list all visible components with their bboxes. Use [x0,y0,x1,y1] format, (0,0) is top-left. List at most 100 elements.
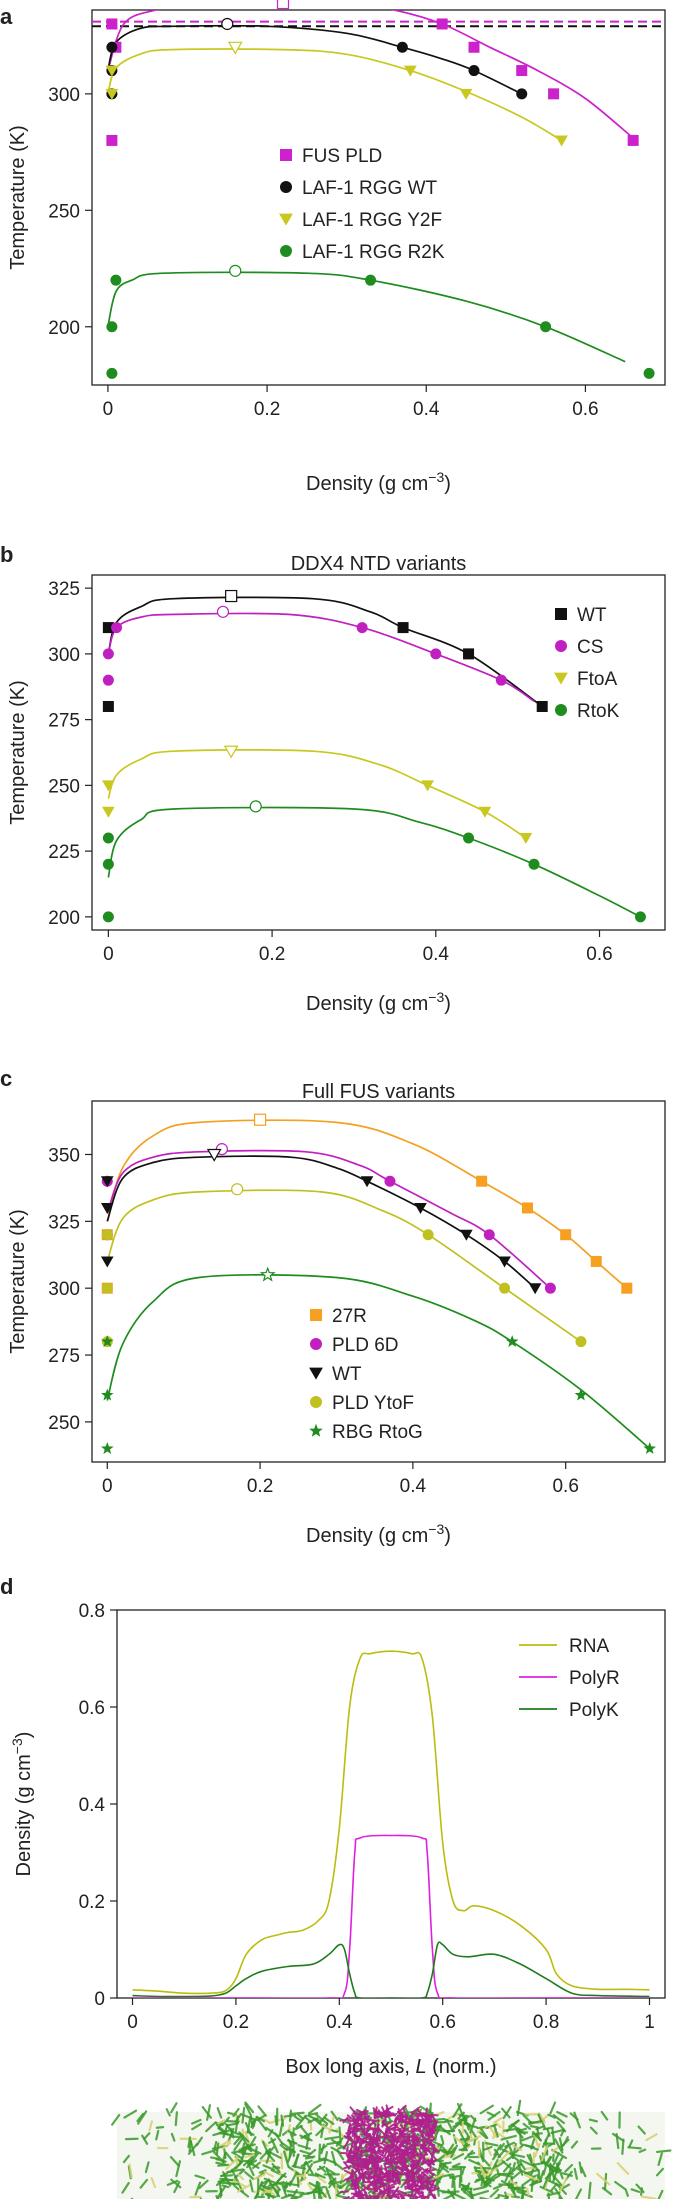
snapshot-core-strand [346,2176,351,2183]
x-tick-label: 0.8 [533,2012,559,2033]
snapshot-core-strand [389,2149,396,2157]
snapshot-core-strand [361,2129,366,2137]
snapshot-strand [471,2189,490,2197]
snapshot-strand [628,2139,634,2149]
snapshot-core-strand [354,2194,362,2198]
snapshot-strand [657,2152,663,2167]
snapshot-core-strand [372,2184,382,2195]
data-point [102,648,114,660]
snapshot-strand [542,2165,547,2176]
snapshot-strand [437,2189,449,2194]
snapshot-core-strand [372,2174,376,2183]
snapshot-core-strand [419,2141,427,2150]
data-point [102,700,114,712]
snapshot-strand [547,2113,557,2119]
snapshot-strand [529,2125,540,2129]
legend: FUS PLD LAF-1 RGG WT LAF-1 RGG Y2F LAF-1 RG… [279,146,445,263]
data-point [540,321,552,333]
snapshot-core-strand [342,2195,350,2199]
snapshot-core-strand [394,2116,406,2121]
y-tick-label: 325 [48,1212,80,1233]
snapshot-strand [615,2133,620,2150]
snapshot-strand [261,2140,271,2158]
snapshot-strand [528,2153,534,2164]
x-tick-label: 0.6 [552,1476,578,1497]
snapshot-strand [308,2112,319,2116]
snapshot-strand [587,2181,592,2199]
snapshot-strand [187,2142,199,2155]
snapshot-core-strand [360,2191,364,2198]
snapshot-strand [262,2117,271,2124]
series-curve-3 [106,1189,582,1343]
snapshot-core-strand [371,2169,381,2173]
snapshot-strand [257,2105,267,2117]
data-point [528,858,540,870]
snapshot-strand [638,2148,647,2154]
snapshot-strand [194,2174,206,2180]
snapshot-core-strand [383,2167,389,2174]
snapshot-strand [316,2165,326,2171]
snapshot-strand [318,2143,322,2161]
series-curve-2 [107,749,527,839]
snapshot-core-strand [363,2175,371,2180]
snapshot-strand [540,2145,549,2162]
snapshot-strand [492,2117,503,2124]
snapshot-core-strand [430,2187,440,2192]
legend-label: RtoK [577,701,620,722]
legend-label: FtoA [577,669,617,690]
y-tick-label: 0.2 [79,1892,105,1913]
legend-marker [310,1396,322,1408]
snapshot-strand [280,2152,284,2170]
x-tick-label: 0 [103,944,114,965]
snapshot-strand [175,2160,181,2178]
data-point [106,41,118,53]
snapshot-core-strand [349,2141,354,2154]
snapshot-strand [460,2187,473,2191]
snapshot-core-strand [388,2192,392,2199]
snapshot-strand [614,2180,626,2190]
snapshot-strand [637,2125,646,2135]
snapshot-core-strand [404,2183,413,2188]
snapshot-strand [512,2144,523,2152]
snapshot-strand [554,2187,563,2199]
data-point [544,1282,556,1294]
snapshot-core-strand [387,2123,395,2130]
snapshot-core-strand [343,2161,351,2170]
snapshot-strand [237,2183,252,2193]
snapshot-core-strand [427,2115,434,2119]
snapshot-strand [259,2147,272,2160]
snapshot-core-strand [382,2143,390,2148]
snapshot-core-strand [383,2160,396,2166]
snapshot-core-strand [346,2114,356,2122]
snapshot-core-strand [366,2173,373,2180]
snapshot-strand [559,2177,568,2192]
snapshot-strand [436,2163,442,2175]
snapshot-core-strand [428,2150,438,2161]
snapshot-strand [226,2168,245,2174]
snapshot-core-strand [368,2126,378,2131]
snapshot-strand [500,2159,513,2170]
x-axis-label: Box long axis, L (norm.) [285,2056,496,2078]
snapshot-strand [497,2150,511,2164]
snapshot-core-strand [394,2136,402,2142]
snapshot-strand [542,2126,554,2131]
snapshot-strand [450,2144,459,2159]
snapshot-core-strand [396,2189,401,2196]
data-point [105,88,119,100]
snapshot-strand [489,2188,500,2198]
y-tick-label: 200 [48,908,80,929]
snapshot-core-strand [407,2187,417,2192]
snapshot-strand [286,2190,305,2195]
data-point [101,1229,113,1241]
snapshot-strand [480,2128,489,2140]
legend-label: RBG RtoG [332,1422,423,1443]
snapshot-strand [143,2132,151,2141]
snapshot-strand [445,2118,454,2133]
panel-letter-a: a [0,4,13,29]
snapshot-strand [274,2132,284,2146]
snapshot-core-strand [392,2154,402,2161]
panel-letter-b: b [0,542,13,567]
snapshot-strand [287,2130,297,2136]
snapshot-strand [479,2164,486,2179]
snapshot-strand [468,2190,475,2199]
